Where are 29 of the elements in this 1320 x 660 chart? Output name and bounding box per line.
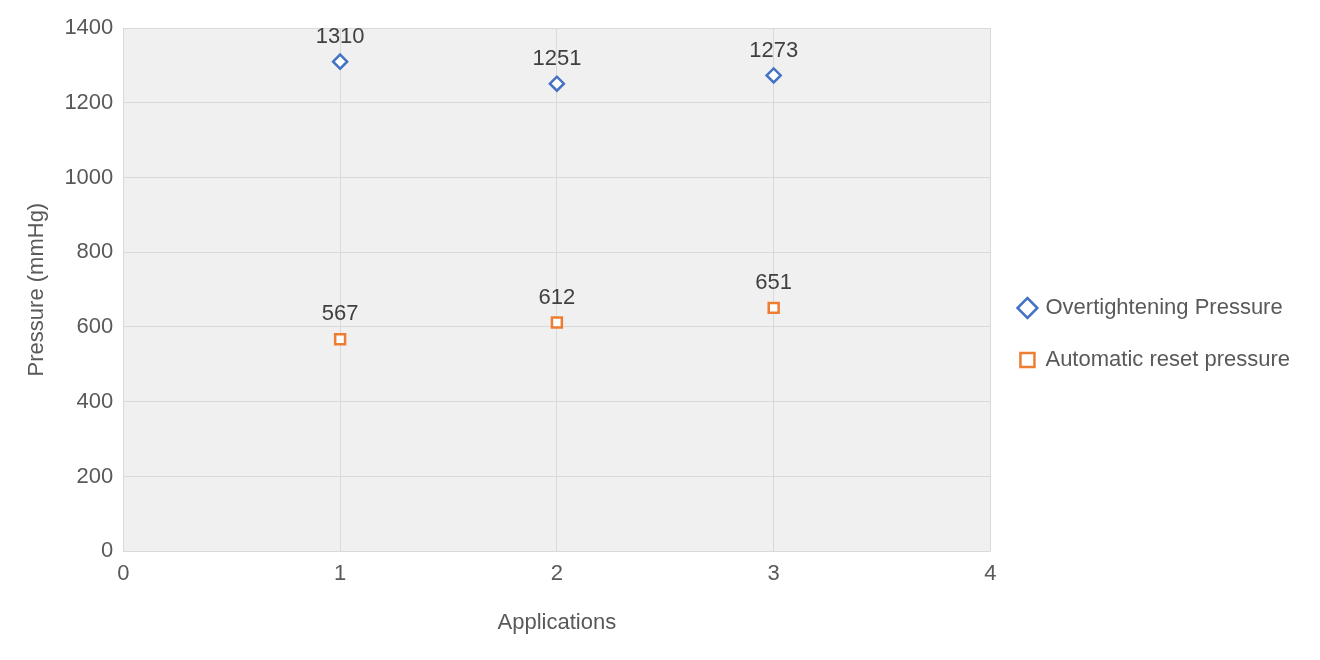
point (333, 333, 347, 346)
x-tick-label: 1 (333, 560, 347, 586)
y-axis-title: Pressure (mmHg) (23, 202, 49, 377)
data-label: 1251 (532, 44, 582, 70)
y-tick-label: 400 (76, 387, 114, 413)
x-tick-label: 2 (550, 560, 564, 586)
data-label: 567 (321, 300, 359, 326)
y-tick-label: 800 (76, 238, 114, 264)
x-tick-label: 4 (984, 560, 997, 586)
y-tick-label: 1200 (64, 88, 114, 114)
legend-label: Overtightening Pressure (1045, 294, 1283, 320)
data-label: 1273 (749, 36, 799, 62)
x-tick-label: 3 (767, 560, 780, 586)
point (331, 53, 349, 70)
data-label: 612 (538, 283, 576, 309)
y-tick-label: 200 (76, 462, 114, 488)
data-label: 1310 (315, 22, 365, 48)
y-tick-label: 1000 (64, 163, 114, 189)
x-axis-title: Applications (497, 608, 617, 634)
point (548, 75, 566, 92)
point (767, 301, 780, 315)
legend-label: Automatic reset pressure (1045, 346, 1290, 372)
y-tick-label: 600 (76, 313, 114, 339)
point (765, 67, 782, 84)
y-tick-label: 0 (101, 537, 114, 563)
data-label: 651 (755, 268, 793, 294)
x-tick-label: 0 (117, 560, 130, 586)
y-tick-label: 1400 (64, 14, 114, 40)
point (550, 316, 564, 329)
